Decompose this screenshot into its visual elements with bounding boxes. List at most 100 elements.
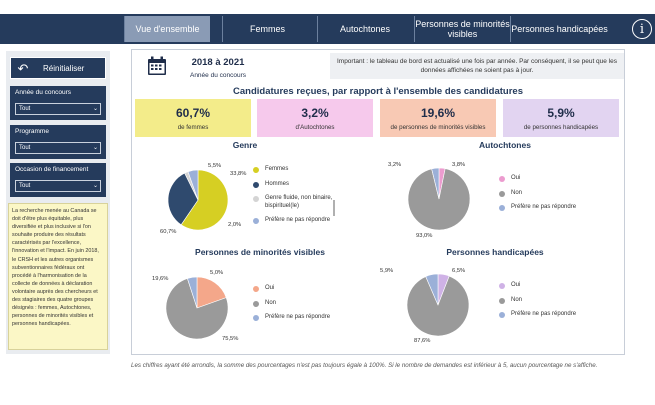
legend-label: Oui [511, 175, 521, 181]
pie-slice-non[interactable] [406, 275, 470, 337]
legend-label: Oui [265, 285, 275, 291]
pie-chart-minorites-visibles[interactable] [165, 276, 229, 340]
legend-dot [499, 176, 505, 182]
legend-item[interactable]: Non [499, 190, 599, 198]
calendar-icon [148, 56, 166, 75]
kpi-caption: de personnes de minorités visibles [390, 124, 486, 131]
legend-item[interactable]: Oui [499, 282, 599, 290]
pie-slice-pr-f-re-ne-pas-r-pondre[interactable] [187, 169, 199, 201]
pie-label: 87,6% [414, 338, 431, 344]
pie-slice-pr-f-re-ne-pas-r-pondre[interactable] [187, 276, 198, 309]
tab-femmes[interactable]: Femmes [222, 16, 312, 42]
legend-dot [499, 297, 505, 304]
legend-label: Préfère ne pas répondre [511, 204, 577, 210]
legend-label: Non [511, 189, 523, 196]
kpi-minorites-visibles[interactable]: 19,6% de personnes de minorités visibles [380, 99, 496, 137]
select-value: Tout [19, 106, 31, 112]
programme-select[interactable]: Tout ⌄ [15, 142, 101, 154]
legend-item[interactable]: Genre fluide, non binaire, bispirituel(l… [253, 195, 335, 210]
pie-label: 3,2% [388, 162, 402, 168]
legend-dot [253, 218, 259, 224]
filter-label: Occasion de financement [15, 166, 89, 173]
tab-personnes-handicapees[interactable]: Personnes handicapées [510, 16, 608, 42]
pie-chart-genre[interactable] [167, 169, 229, 231]
legend-dot [253, 315, 259, 321]
pie-label: 2,0% [228, 222, 242, 228]
legend-dot [499, 205, 505, 211]
legend-label: Genre fluide, non binaire, bispirituel(l… [265, 195, 333, 209]
tab-autochtones[interactable]: Autochtones [317, 16, 412, 42]
chart-title-autochtones: Autochtones [479, 140, 531, 150]
kpi-caption: de femmes [177, 124, 209, 131]
legend-item[interactable]: Femmes [253, 166, 335, 174]
chevron-down-icon: ⌄ [92, 145, 98, 151]
legend-dot [253, 286, 259, 292]
legend-minorites-visibles: Oui Non Préfère ne pas répondre [253, 285, 353, 329]
pie-chart-autochtones[interactable] [407, 167, 471, 231]
info-button[interactable]: i [632, 19, 652, 39]
context-note: La recherche menée au Canada se doit d'ê… [8, 203, 108, 350]
legend-item[interactable]: Non [253, 300, 353, 308]
legend-item[interactable]: Non [499, 297, 599, 305]
reset-button[interactable]: ↶ Réinitialiser [10, 57, 106, 79]
legend-label: Non [511, 296, 523, 303]
pie-label: 75,5% [222, 336, 239, 342]
legend-label: Femmes [265, 166, 289, 172]
pie-label: 5,5% [208, 163, 222, 169]
legend-genre: Femmes Hommes Genre fluide, non binaire,… [253, 166, 335, 232]
pie-slice-femmes[interactable] [180, 169, 229, 231]
pie-label: 5,0% [210, 270, 224, 276]
chart-title-personnes-handicapees: Personnes handicapées [446, 247, 544, 257]
reset-label: Réinitialiser [43, 63, 85, 73]
pie-label: 93,0% [416, 233, 433, 239]
legend-personnes-handicapees: Oui Non Préfère ne pas répondre [499, 282, 599, 326]
pie-slice-pr-f-re-ne-pas-r-pondre[interactable] [425, 273, 439, 306]
select-value: Tout [19, 145, 31, 151]
filter-occasion-financement: Occasion de financement Tout ⌄ [10, 163, 106, 197]
legend-item[interactable]: Préfère ne pas répondre [253, 217, 335, 225]
chevron-down-icon: ⌄ [92, 106, 98, 112]
legend-label: Préfère ne pas répondre [511, 311, 577, 317]
select-value: Tout [19, 183, 31, 189]
annee-concours-select[interactable]: Tout ⌄ [15, 103, 101, 115]
pie-label: 19,6% [152, 276, 169, 282]
pie-chart-personnes-handicapees[interactable] [406, 273, 470, 337]
pie-label: 3,8% [452, 162, 466, 168]
kpi-femmes[interactable]: 60,7% de femmes [135, 99, 251, 137]
legend-autochtones: Oui Non Préfère ne pas répondre [499, 175, 599, 219]
legend-item[interactable]: Préfère ne pas répondre [253, 314, 353, 322]
legend-label: Oui [511, 282, 521, 288]
pie-label: 5,9% [380, 268, 394, 274]
legend-label: Non [265, 299, 277, 306]
occasion-financement-select[interactable]: Tout ⌄ [15, 180, 101, 192]
legend-item[interactable]: Préfère ne pas répondre [499, 311, 599, 319]
kpi-value: 5,9% [547, 106, 575, 120]
undo-arrow-icon: ↶ [17, 60, 29, 76]
tab-vue-ensemble[interactable]: Vue d'ensemble [124, 16, 210, 42]
pie-slice-hommes[interactable] [167, 172, 199, 226]
kpi-value: 3,2% [301, 106, 329, 120]
legend-item[interactable]: Préfère ne pas répondre [499, 204, 599, 212]
legend-label: Préfère ne pas répondre [265, 314, 331, 320]
period-subtitle: Année du concours [189, 72, 246, 79]
pie-slice-pr-f-re-ne-pas-r-pondre[interactable] [431, 167, 440, 200]
kpi-caption: de personnes handicapées [523, 124, 599, 131]
legend-item[interactable]: Oui [499, 175, 599, 183]
pie-slice-non[interactable] [407, 168, 471, 231]
kpi-value: 19,6% [420, 106, 456, 120]
legend-scrollbar[interactable] [333, 200, 335, 216]
legend-dot [253, 167, 259, 173]
tab-minorites-visibles[interactable]: Personnes de minorités visibles [414, 16, 510, 42]
kpi-caption: d'Autochtones [295, 124, 335, 131]
pie-slice-oui[interactable] [196, 276, 227, 309]
legend-item[interactable]: Hommes [253, 181, 335, 189]
legend-dot [499, 312, 505, 318]
legend-label: Hommes [265, 180, 290, 187]
pie-slice-non[interactable] [165, 278, 229, 340]
legend-dot [253, 300, 259, 307]
kpi-personnes-handicapees[interactable]: 5,9% de personnes handicapées [503, 99, 619, 137]
kpi-autochtones[interactable]: 3,2% d'Autochtones [257, 99, 373, 137]
legend-dot [253, 196, 259, 202]
legend-item[interactable]: Oui [253, 285, 353, 293]
chart-title-genre: Genre [232, 140, 258, 150]
